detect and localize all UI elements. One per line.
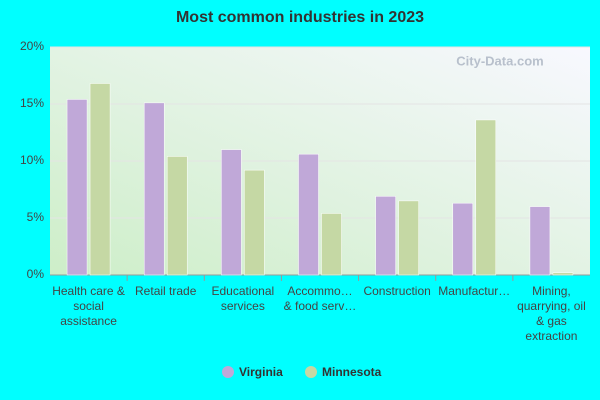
- x-tick-label: Accommo… & food serv…: [283, 284, 357, 313]
- x-tick-label: Mining, quarrying, oil & gas extraction: [517, 284, 586, 343]
- y-tick-label: 10%: [20, 153, 44, 167]
- bar: [89, 83, 111, 276]
- x-tick-label: Retail trade: [135, 284, 197, 298]
- bar: [166, 156, 188, 276]
- x-tick-label: Manufactur…: [438, 284, 511, 298]
- legend-label: Virginia: [239, 365, 283, 379]
- bar: [375, 196, 396, 276]
- bar: [398, 200, 419, 276]
- bar: [244, 169, 265, 276]
- x-tick-label: Health care & social assistance: [52, 284, 125, 328]
- y-tick-label: 15%: [20, 96, 44, 110]
- x-tick-label: Educational services: [211, 284, 275, 313]
- bar: [529, 206, 551, 276]
- y-tick-label: 20%: [20, 39, 44, 53]
- bar: [143, 102, 165, 276]
- bar: [298, 153, 319, 276]
- chart-title: Most common industries in 2023: [176, 9, 424, 26]
- bar: [321, 213, 342, 276]
- y-tick-label: 5%: [27, 210, 45, 224]
- legend-label: Minnesota: [322, 365, 382, 379]
- bar: [552, 272, 574, 276]
- bar: [66, 99, 88, 276]
- bar: [452, 202, 474, 276]
- y-tick-label: 0%: [27, 267, 45, 281]
- bar: [221, 149, 242, 276]
- watermark: City-Data.com: [456, 53, 543, 68]
- legend-swatch: [305, 366, 317, 378]
- bar: [475, 119, 497, 276]
- legend-swatch: [222, 366, 234, 378]
- x-tick-label: Construction: [363, 284, 431, 298]
